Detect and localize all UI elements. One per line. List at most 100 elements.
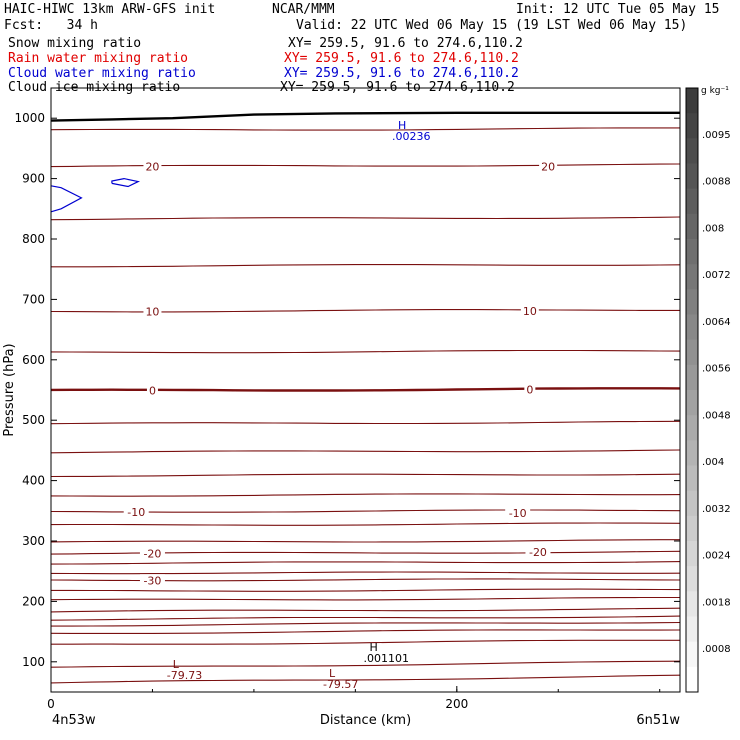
field-xy-cloud-water: XY= 259.5, 91.6 to 274.6,110.2 [284, 66, 519, 81]
isotherm-line [50, 660, 681, 668]
isotherm-line [51, 588, 681, 592]
isotherm-line [50, 571, 681, 575]
y-tick-label: 200 [22, 594, 45, 608]
isotherm-line [51, 264, 681, 268]
isotherm-line [50, 493, 681, 497]
field-xy-snow: XY= 259.5, 91.6 to 274.6,110.2 [288, 36, 523, 51]
colorbar-segment [686, 138, 698, 164]
isotherm-line [50, 522, 681, 526]
isotherm-line [51, 639, 680, 645]
colorbar-segment [686, 163, 698, 190]
x-tick-label: 200 [445, 697, 468, 711]
colorbar-segment [686, 541, 698, 567]
isotherm-label: -20 [529, 546, 547, 559]
isotherm-line [50, 449, 681, 454]
isotherm-line [50, 420, 681, 425]
isotherm-label: 20 [541, 161, 555, 174]
plot-frame [50, 87, 681, 693]
colorbar-segment [686, 440, 698, 466]
isotherm-label: 10 [523, 305, 537, 318]
isotherm-line [50, 216, 681, 221]
y-tick-label: 500 [22, 413, 45, 427]
isotherm-label: -10 [509, 507, 527, 520]
isotherm-line [50, 387, 681, 392]
colorbar-label: .008 [702, 223, 724, 234]
extremum-value: .001101 [364, 652, 410, 665]
isotherm-label-bg [524, 383, 536, 396]
colorbar-segment [686, 364, 698, 391]
cloud-water-contour [50, 185, 83, 213]
y-tick-label: 400 [22, 474, 45, 488]
org-label: NCAR/MMM [272, 2, 335, 17]
isotherm-label-bg [520, 304, 539, 317]
colorbar-segment [686, 113, 698, 139]
colorbar-label: .0018 [702, 597, 731, 608]
isotherm-label: -30 [143, 574, 161, 587]
y-tick-label: 300 [22, 534, 45, 548]
colorbar-label: .0032 [702, 504, 731, 515]
field-xy-rain: XY= 259.5, 91.6 to 274.6,110.2 [284, 51, 519, 66]
colorbar-segment [686, 314, 698, 341]
isotherm-label-bg [525, 545, 551, 558]
colorbar-label: .0056 [702, 364, 731, 375]
right-endpoint-label: 6n51w [636, 713, 680, 728]
isotherm-label-bg [505, 507, 531, 520]
isotherm-label: 0 [526, 383, 533, 396]
colorbar-segment [686, 566, 698, 592]
y-tick-label: 700 [22, 292, 45, 306]
y-tick-label: 100 [22, 655, 45, 669]
isotherm-label-bg [123, 506, 149, 519]
isotherm-label-bg [143, 305, 162, 318]
colorbar-segment [686, 264, 698, 290]
colorbar-segment [686, 88, 698, 114]
colorbar-segment [686, 390, 698, 416]
field-name-snow: Snow mixing ratio [8, 36, 142, 51]
colorbar-label: .0095 [702, 130, 731, 141]
isotherm-line [50, 615, 681, 621]
isotherm-line [50, 473, 681, 478]
y-tick-label: 1000 [14, 111, 45, 125]
isotherm-line [51, 621, 681, 627]
colorbar-label: .0064 [702, 317, 731, 328]
extremum-value: .00236 [392, 130, 431, 143]
isotherm-line [50, 561, 681, 565]
isotherm-label: 20 [145, 161, 159, 174]
colorbar-segment [686, 239, 698, 265]
isotherm-label-bg [139, 547, 165, 560]
isotherm-label: 10 [145, 305, 159, 318]
y-tick-label: 900 [22, 172, 45, 186]
colorbar-segment [686, 666, 698, 693]
extremum-marker: L [173, 658, 180, 671]
isotherm-label-bg [143, 160, 162, 173]
colorbar-label: .0048 [702, 410, 731, 421]
field-name-cloud-water: Cloud water mixing ratio [8, 66, 196, 81]
model-title: HAIC-HIWC 13km ARW-GFS init [4, 2, 216, 17]
colorbar-segment [686, 591, 698, 617]
extremum-value: -79.73 [167, 669, 202, 682]
colorbar-segment [686, 515, 698, 542]
extremum-marker: L [329, 667, 336, 680]
y-tick-label: 600 [22, 353, 45, 367]
y-axis-title: Pressure (hPa) [2, 343, 17, 436]
colorbar-segment [686, 213, 698, 240]
colorbar-segment [686, 188, 698, 215]
isotherm-line [50, 629, 681, 634]
colorbar-label: .0008 [702, 644, 731, 655]
init-time: Init: 12 UTC Tue 05 May 15 [516, 2, 720, 17]
colorbar-segment [686, 289, 698, 315]
isotherm-line [50, 607, 681, 613]
isotherm-label: -20 [143, 548, 161, 561]
terrain-line [50, 111, 680, 122]
colorbar-segment [686, 490, 698, 517]
isotherm-line [50, 349, 681, 354]
colorbar-segment [686, 641, 698, 668]
isotherm-label: 0 [149, 385, 156, 398]
valid-time: Valid: 22 UTC Wed 06 May 15 (19 LST Wed … [296, 18, 688, 33]
extremum-marker: H [370, 641, 378, 654]
isotherm-line [50, 509, 681, 513]
x-axis-title: Distance (km) [320, 713, 411, 728]
field-name-rain: Rain water mixing ratio [8, 51, 189, 66]
isotherm-label-bg [146, 384, 158, 397]
x-tick-label: 0 [47, 697, 55, 711]
colorbar-label: .0088 [702, 177, 731, 188]
